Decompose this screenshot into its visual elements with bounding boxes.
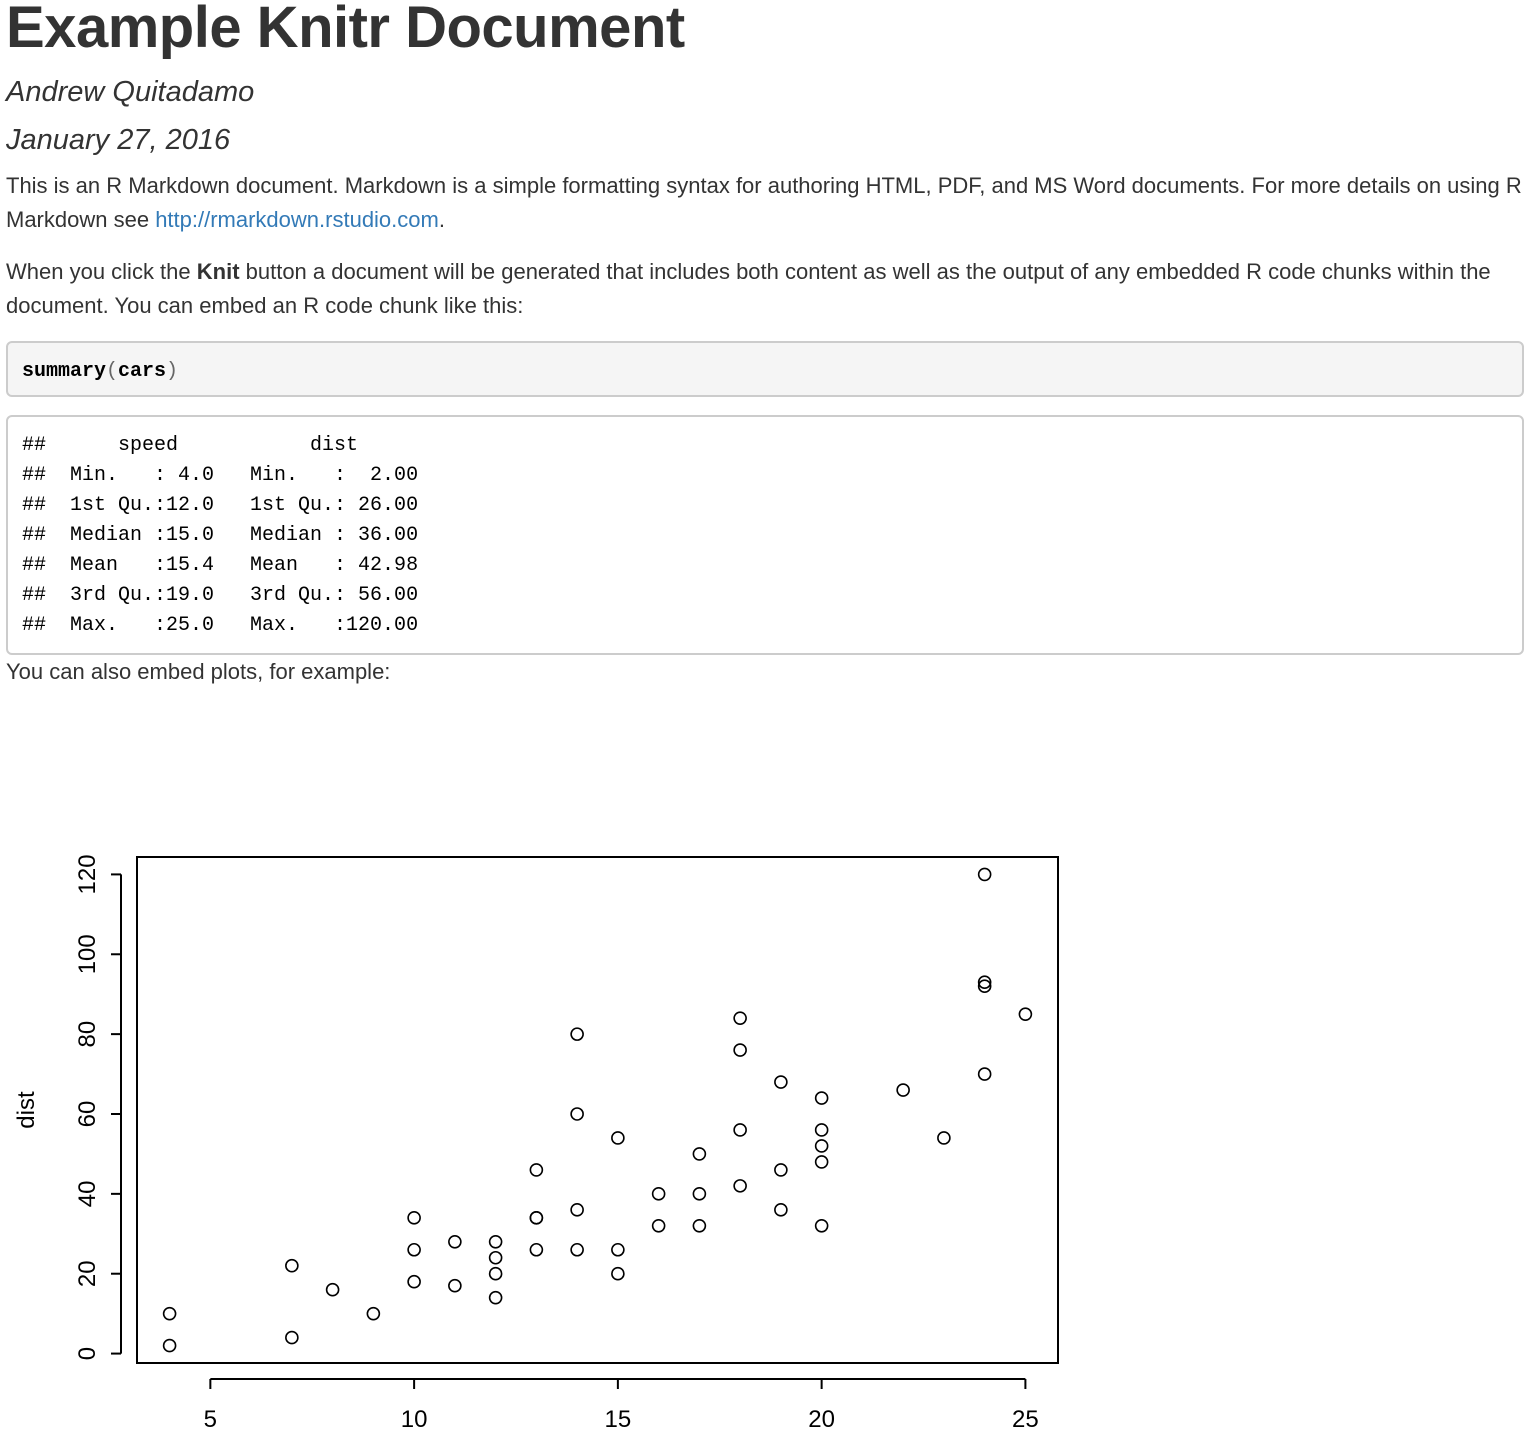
data-point	[407, 1242, 421, 1257]
data-point	[611, 1131, 625, 1145]
data-point	[692, 1218, 707, 1233]
intro-end: .	[438, 207, 445, 232]
data-point	[529, 1163, 544, 1177]
data-point	[570, 1242, 584, 1257]
data-point	[162, 1338, 177, 1353]
output-line: ## 1st Qu.:12.0 1st Qu.: 26.00	[22, 494, 443, 517]
data-point	[488, 1290, 503, 1305]
plots-paragraph: You can also embed plots, for example:	[6, 659, 391, 684]
data-point	[570, 1107, 584, 1121]
data-point	[774, 1163, 788, 1177]
data-point	[814, 1218, 829, 1233]
data-point	[977, 1067, 992, 1081]
data-point	[896, 1083, 910, 1097]
data-point	[774, 1203, 788, 1217]
data-point	[814, 1091, 829, 1105]
data-point	[977, 867, 992, 882]
data-point	[814, 1123, 829, 1137]
data-point	[977, 975, 992, 990]
y-tick-label: 40	[74, 1181, 101, 1208]
document: Example Knitr Document Andrew Quitadamo …	[6, 0, 1524, 689]
data-point	[733, 1123, 747, 1137]
data-point	[814, 1139, 829, 1153]
data-point	[733, 1179, 747, 1193]
x-tick-label: 20	[808, 1406, 835, 1433]
y-axis: 0 20 40 60 80 100 120	[74, 854, 122, 1360]
data-point	[814, 1155, 829, 1169]
y-tick-label: 80	[74, 1021, 101, 1048]
data-point	[488, 1234, 503, 1249]
code-function: summary	[22, 360, 107, 383]
knit-bold: Knit	[196, 259, 240, 284]
x-axis: 5 10 15 20 25	[204, 1378, 1039, 1433]
x-tick-label: 15	[605, 1406, 632, 1433]
y-tick-label: 100	[74, 934, 101, 974]
output-line: ## 3rd Qu.:19.0 3rd Qu.: 56.00	[22, 584, 443, 607]
data-point	[570, 1203, 584, 1217]
y-tick-label: 0	[74, 1347, 101, 1360]
data-point	[1018, 1007, 1033, 1021]
data-point	[448, 1234, 462, 1249]
data-point	[611, 1266, 625, 1281]
intro-paragraph: This is an R Markdown document. Markdown…	[6, 169, 1524, 237]
data-point	[733, 1043, 747, 1057]
data-point	[977, 979, 992, 994]
data-point	[448, 1278, 462, 1293]
y-tick-label: 20	[74, 1260, 101, 1287]
data-point	[366, 1306, 381, 1321]
knit-paragraph: When you click the Knit button a documen…	[6, 255, 1524, 323]
data-point	[407, 1274, 421, 1289]
data-point	[692, 1147, 707, 1161]
intro-text: This is an R Markdown document. Markdown…	[6, 173, 1522, 232]
scatter-plot: 5 10 15 20 25 0 20 40 60 80 100 120 dist	[13, 854, 1059, 1433]
data-point	[733, 1011, 747, 1025]
data-points	[162, 867, 1033, 1353]
y-tick-label: 60	[74, 1101, 101, 1128]
x-tick-label: 25	[1012, 1406, 1039, 1433]
data-point	[285, 1258, 299, 1273]
data-point	[529, 1242, 544, 1257]
data-point	[570, 1027, 584, 1041]
data-point	[529, 1211, 544, 1225]
output-line: ## Min. : 4.0 Min. : 2.00	[22, 464, 443, 487]
date: January 27, 2016	[6, 124, 231, 156]
data-point	[651, 1187, 666, 1201]
page-title: Example Knitr Document	[6, 0, 685, 60]
y-axis-label: dist	[13, 1091, 40, 1129]
rmarkdown-link[interactable]: http://rmarkdown.rstudio.com	[155, 207, 439, 232]
y-tick-label: 120	[74, 854, 101, 894]
code-output: ## speed dist ## Min. : 4.0 Min. : 2.00 …	[6, 415, 1524, 655]
plot-frame	[136, 856, 1059, 1364]
code-close-paren: )	[166, 360, 179, 383]
data-point	[325, 1282, 340, 1297]
data-point	[937, 1131, 951, 1145]
data-point	[774, 1075, 788, 1089]
x-tick-label: 5	[204, 1406, 217, 1433]
data-point	[488, 1250, 503, 1265]
code-open-paren: (	[106, 360, 119, 383]
knit-text-before: When you click the	[6, 259, 197, 284]
output-line: ## Max. :25.0 Max. :120.00	[22, 614, 443, 637]
data-point	[611, 1242, 625, 1257]
data-point	[162, 1306, 177, 1321]
output-line: ## Median :15.0 Median : 36.00	[22, 524, 443, 547]
data-point	[488, 1266, 503, 1281]
output-line: ## Mean :15.4 Mean : 42.98	[22, 554, 443, 577]
x-tick-label: 10	[401, 1406, 428, 1433]
knit-text-after: button a document will be generated that…	[6, 259, 1491, 318]
code-chunk: summary(cars)	[6, 341, 1524, 397]
data-point	[651, 1218, 666, 1233]
author: Andrew Quitadamo	[6, 76, 255, 108]
data-point	[692, 1187, 707, 1201]
data-point	[407, 1211, 421, 1225]
code-argument: cars	[118, 360, 167, 383]
output-line: ## speed dist	[22, 434, 443, 457]
data-point	[285, 1330, 299, 1345]
